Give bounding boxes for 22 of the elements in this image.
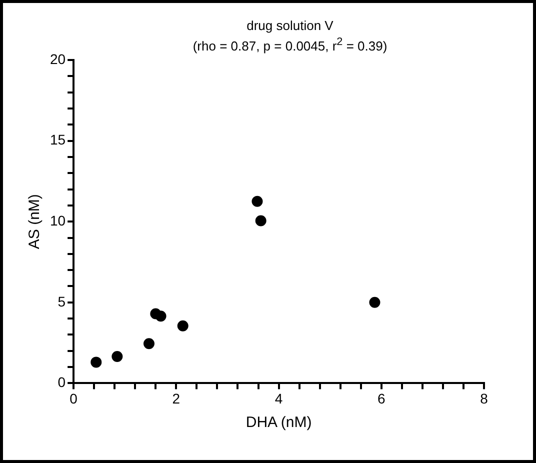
point (252, 196, 263, 207)
y-tick-label: 0 (58, 374, 66, 390)
point (177, 320, 188, 332)
chart-title: drug solution V (246, 18, 334, 34)
point (143, 338, 154, 350)
y-tick-label: 15 (50, 132, 66, 148)
point (255, 215, 266, 226)
x-tick-label: 6 (377, 390, 386, 406)
x-tick-label: 8 (480, 390, 488, 406)
chart-subtitle: (rho = 0.87, p = 0.0045, r$^{2}$ = 0.39) (192, 35, 388, 54)
point (155, 310, 166, 322)
x-tick-label: 0 (70, 390, 78, 406)
point (369, 296, 380, 308)
x-tick-label: 2 (172, 390, 180, 406)
y-axis-title: AS (nM) (26, 194, 44, 250)
x-tick-label: 4 (274, 390, 283, 406)
y-tick-label: 5 (58, 293, 66, 310)
point (112, 351, 123, 362)
point (90, 356, 102, 368)
y-tick-label: 10 (50, 212, 66, 228)
y-tick-label: 20 (50, 50, 66, 67)
x-axis-title: DHA (nM) (246, 414, 312, 432)
